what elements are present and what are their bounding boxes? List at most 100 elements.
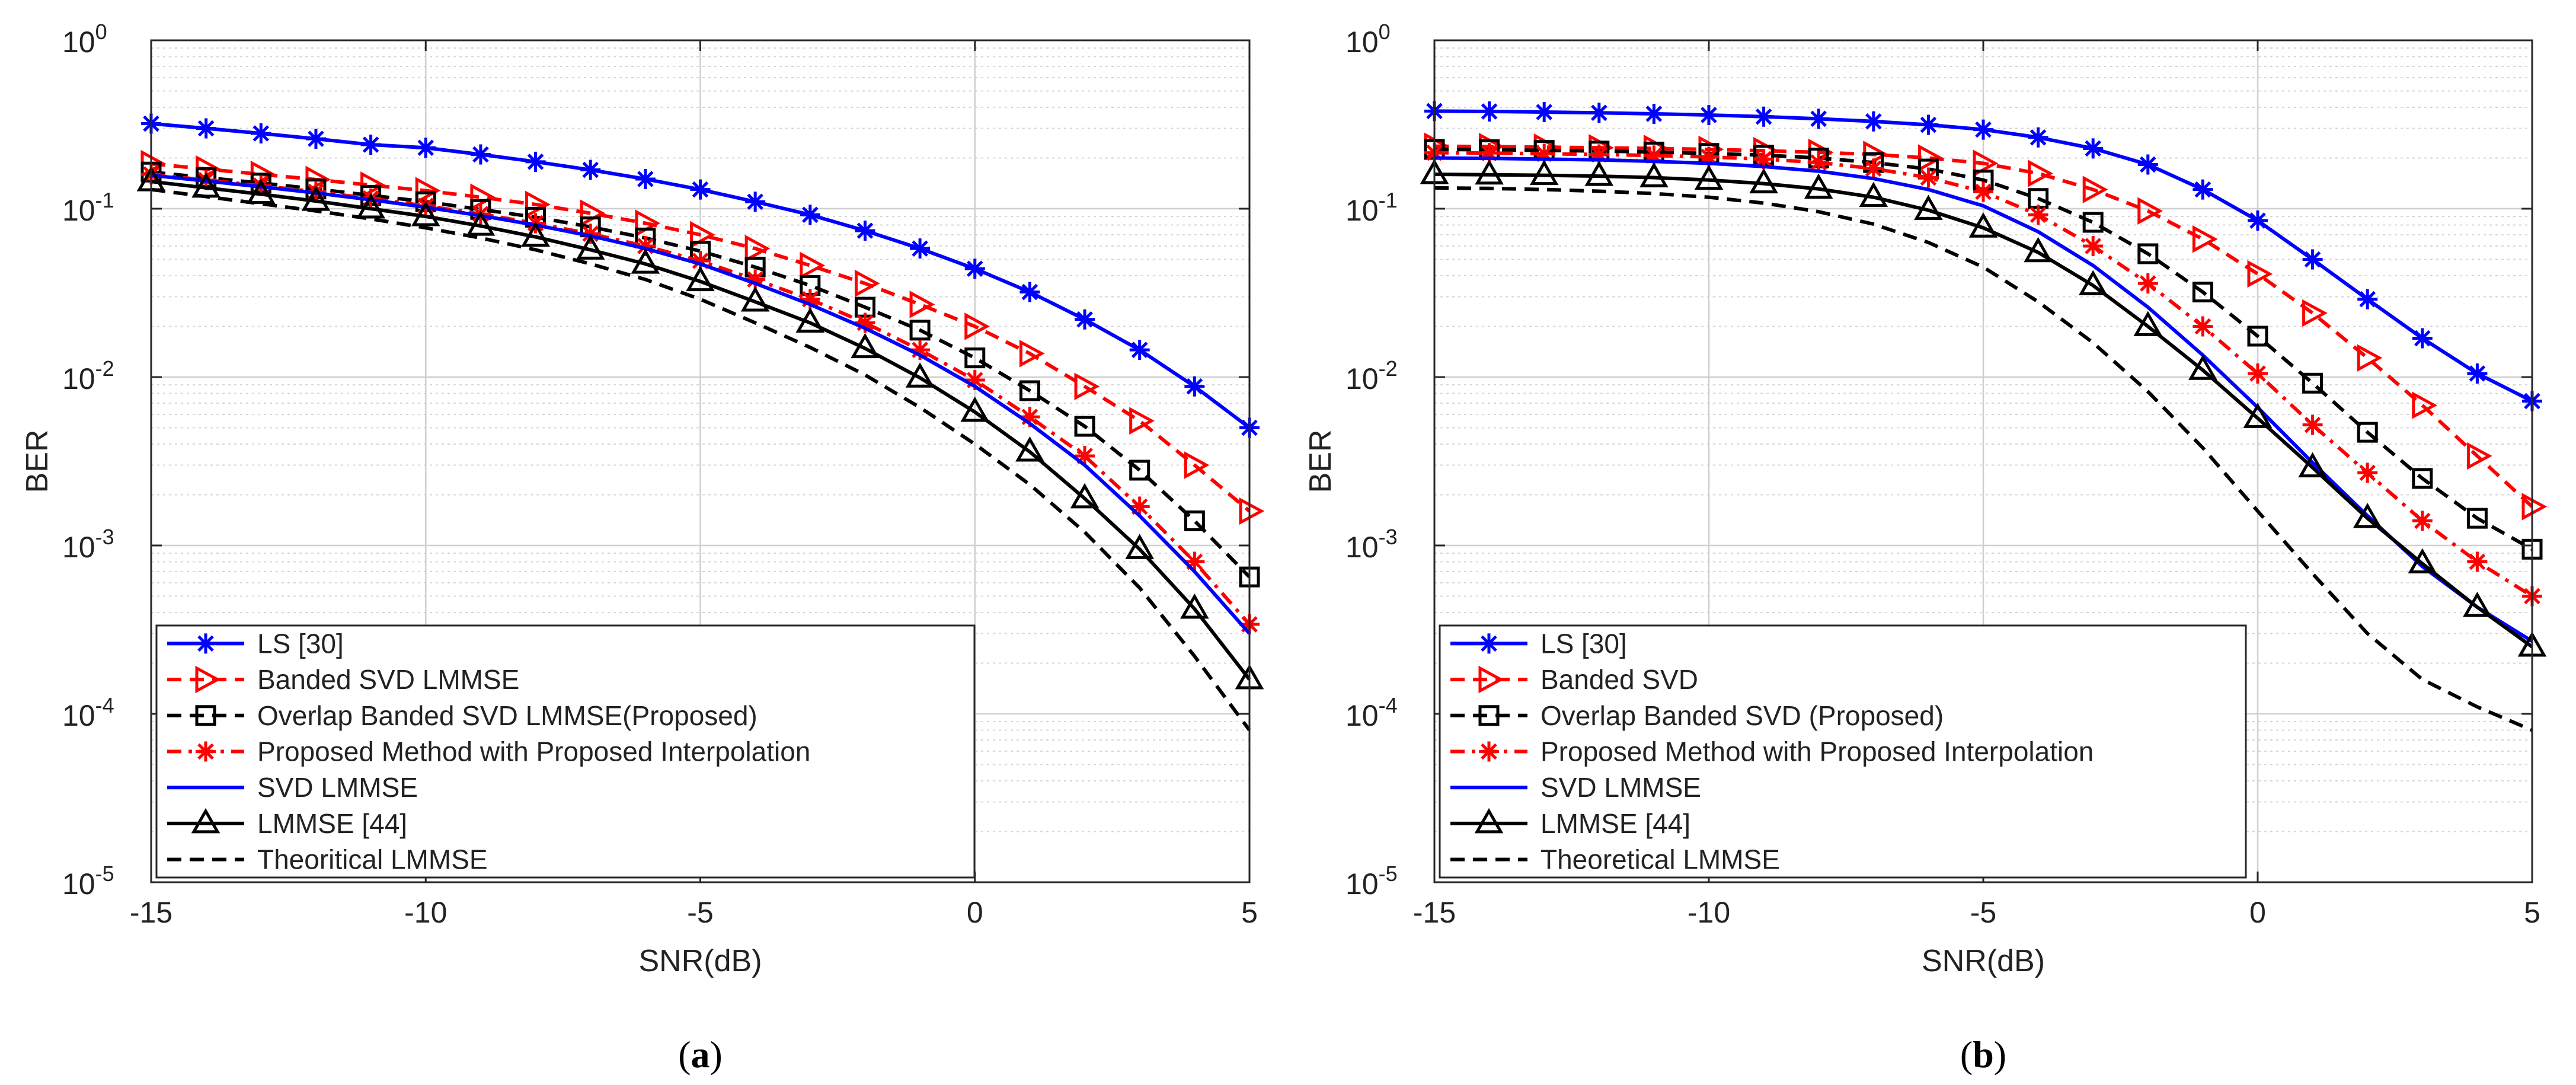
x-axis-label: SNR(dB) — [1922, 944, 2045, 978]
legend-label: Theoritical LMMSE — [257, 844, 488, 875]
legend-box — [155, 624, 976, 879]
data-point — [2408, 548, 2437, 574]
data-point — [470, 144, 491, 165]
data-point — [2028, 205, 2048, 225]
legend-marker — [196, 741, 216, 762]
data-point — [1180, 593, 1209, 619]
legend-label: LMMSE [44] — [1541, 808, 1690, 839]
data-point — [2083, 138, 2104, 159]
data-point — [1019, 380, 1040, 401]
data-point — [2137, 243, 2159, 264]
data-point — [964, 370, 985, 391]
data-point — [800, 289, 820, 309]
legend-item: Proposed Method with Proposed Interpolat… — [167, 736, 810, 767]
panel-caption: (b) — [1960, 1033, 2006, 1076]
data-point — [1019, 340, 1045, 368]
legend-marker — [195, 705, 216, 726]
legend-item: Overlap Banded SVD (Proposed) — [1450, 700, 1944, 731]
data-point — [1804, 173, 1833, 199]
data-point — [1070, 483, 1100, 509]
data-point — [1644, 145, 1664, 166]
data-point — [1918, 167, 1939, 188]
data-point — [576, 234, 605, 260]
y-tick-label: 10-1 — [62, 188, 114, 227]
x-tick-label: -15 — [1413, 896, 1456, 929]
legend-item: LS [30] — [1450, 628, 1627, 659]
data-point — [1129, 459, 1150, 481]
series-line — [1434, 144, 2534, 508]
data-point — [305, 129, 326, 149]
data-point — [2412, 468, 2433, 489]
data-point — [1184, 451, 1210, 479]
legend-item: Banded SVD LMMSE — [167, 664, 519, 695]
data-point — [1753, 149, 1774, 170]
data-point — [2082, 175, 2108, 203]
y-tick-label: 10-2 — [62, 356, 114, 395]
chart-panel-a: -15 -10 -5 0 5 100 10-1 10-2 10-3 10-4 10-5 SNR(dB)… — [20, 20, 1265, 1076]
data-point — [2028, 127, 2048, 148]
data-point — [416, 138, 436, 158]
legend-marker — [195, 665, 221, 694]
data-point — [1973, 181, 1993, 202]
data-point — [1129, 340, 1150, 360]
data-point — [2247, 326, 2268, 347]
series-7 — [151, 187, 1251, 732]
data-point — [2247, 260, 2273, 288]
data-point — [2248, 363, 2268, 384]
data-point — [1184, 376, 1205, 397]
data-point — [851, 333, 880, 359]
data-point — [795, 307, 825, 333]
data-point — [964, 347, 986, 369]
y-tick-label: 10-5 — [62, 861, 114, 901]
series-line — [1434, 173, 2533, 649]
data-point — [2028, 159, 2053, 187]
data-point — [905, 362, 935, 388]
legend-label: Banded SVD — [1541, 664, 1698, 695]
data-point — [1914, 194, 1943, 220]
data-point — [1239, 497, 1265, 525]
data-point — [251, 123, 271, 144]
data-point — [1479, 101, 1500, 122]
data-point — [854, 269, 880, 298]
y-tick-label: 10-4 — [62, 693, 114, 732]
legend-label: LS [30] — [1541, 628, 1627, 659]
series-1 — [1424, 101, 2542, 411]
data-point — [2357, 289, 2378, 309]
data-point — [1863, 111, 1884, 132]
data-point — [525, 151, 546, 172]
series-5 — [151, 173, 1251, 635]
data-point — [1973, 119, 1993, 140]
data-point — [910, 340, 931, 360]
data-point — [635, 168, 656, 189]
data-point — [960, 396, 990, 422]
legend-marker — [1478, 665, 1504, 694]
data-point — [910, 238, 931, 259]
legend: LS [30] Banded SVD Overlap Banded SVD (Pro… — [1439, 624, 2247, 879]
data-point — [356, 193, 385, 219]
data-point — [1749, 168, 1778, 194]
legend-label: Theoretical LMMSE — [1541, 844, 1780, 875]
data-point — [2302, 249, 2323, 270]
series-6 — [136, 166, 1264, 690]
data-point — [635, 236, 656, 257]
x-tick-label: -15 — [130, 896, 172, 929]
x-tick-label: 5 — [2524, 896, 2540, 929]
data-point — [1129, 496, 1150, 517]
data-point — [470, 183, 496, 211]
legend-label: Proposed Method with Proposed Interpolat… — [1541, 736, 2094, 767]
data-point — [2248, 210, 2268, 231]
legend-item: LMMSE [44] — [167, 808, 407, 839]
data-point — [2133, 311, 2163, 337]
legend-label: SVD LMMSE — [257, 772, 418, 803]
data-point — [1753, 106, 1774, 127]
data-point — [2078, 270, 2108, 295]
data-point — [2302, 299, 2328, 327]
data-point — [2466, 508, 2488, 529]
legend-label: SVD LMMSE — [1541, 772, 1701, 803]
x-tick-label: 5 — [1241, 896, 1258, 929]
data-point — [2357, 422, 2378, 443]
data-point — [2353, 503, 2382, 528]
series-1 — [141, 113, 1260, 438]
data-point — [690, 221, 715, 249]
